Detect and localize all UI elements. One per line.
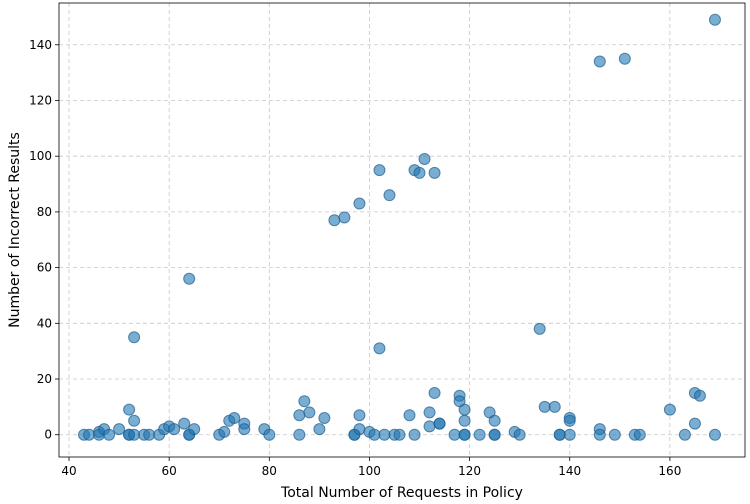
data-point: [548, 400, 561, 413]
data-point: [433, 417, 446, 430]
data-point: [383, 189, 396, 202]
data-point: [423, 420, 436, 433]
data-point: [413, 166, 426, 179]
data-point: [448, 428, 461, 441]
data-point: [538, 400, 551, 413]
x-tick-label: 160: [658, 464, 681, 478]
data-point: [663, 403, 676, 416]
data-point: [563, 414, 576, 427]
data-point: [103, 428, 116, 441]
data-point: [128, 428, 141, 441]
data-point: [553, 428, 566, 441]
data-point: [393, 428, 406, 441]
y-tick-label: 80: [37, 205, 52, 219]
plot-frame: [58, 2, 746, 458]
y-tick-label: 120: [29, 93, 52, 107]
data-points: [78, 13, 721, 441]
data-point: [368, 428, 381, 441]
data-point: [473, 428, 486, 441]
x-tick-label: 40: [61, 464, 76, 478]
data-point: [563, 428, 576, 441]
data-point: [593, 55, 606, 68]
data-point: [708, 13, 721, 26]
x-tick-label: 80: [262, 464, 277, 478]
grid: [59, 3, 745, 457]
data-point: [293, 428, 306, 441]
y-tick-label: 60: [37, 261, 52, 275]
x-axis-label: Total Number of Requests in Policy: [280, 485, 523, 501]
data-point: [418, 152, 431, 165]
data-point: [608, 428, 621, 441]
x-tick-label: 60: [162, 464, 177, 478]
data-point: [593, 428, 606, 441]
data-point: [378, 428, 391, 441]
data-point: [188, 423, 201, 436]
data-point: [298, 395, 311, 408]
y-tick-label: 100: [29, 149, 52, 163]
data-point: [458, 428, 471, 441]
y-tick-label: 40: [37, 316, 52, 330]
data-point: [693, 389, 706, 402]
data-point: [408, 428, 421, 441]
data-point: [488, 428, 501, 441]
data-point: [708, 428, 721, 441]
data-point: [318, 412, 331, 425]
data-point: [458, 403, 471, 416]
data-point: [218, 425, 231, 438]
data-point: [633, 428, 646, 441]
data-point: [183, 272, 196, 285]
data-point: [328, 214, 341, 227]
x-tick-label: 100: [358, 464, 381, 478]
data-point: [403, 409, 416, 422]
data-point: [313, 423, 326, 436]
data-point: [128, 414, 141, 427]
data-point: [128, 331, 141, 344]
data-point: [688, 417, 701, 430]
data-point: [303, 406, 316, 419]
data-point: [353, 197, 366, 210]
data-point: [113, 423, 126, 436]
data-point: [293, 409, 306, 422]
y-tick-label: 0: [44, 428, 52, 442]
data-point: [458, 414, 471, 427]
y-axis-label: Number of Incorrect Results: [7, 132, 23, 328]
axis-ticks: 40 60 80 100 120 140 160 0 20 40 60 80 100 120 140: [29, 38, 681, 478]
data-point: [353, 409, 366, 422]
data-point: [143, 428, 156, 441]
data-point: [423, 406, 436, 419]
data-point: [373, 342, 386, 355]
data-point: [678, 428, 691, 441]
data-point: [178, 417, 191, 430]
data-point: [83, 428, 96, 441]
data-point: [263, 428, 276, 441]
data-point: [513, 428, 526, 441]
x-tick-label: 140: [558, 464, 581, 478]
data-point: [373, 164, 386, 177]
data-point: [338, 211, 351, 224]
data-point: [428, 166, 441, 179]
y-tick-label: 140: [29, 38, 52, 52]
x-tick-label: 120: [458, 464, 481, 478]
data-point: [353, 423, 366, 436]
data-point: [238, 423, 251, 436]
data-point: [618, 52, 631, 65]
data-point: [123, 403, 136, 416]
y-tick-label: 20: [37, 372, 52, 386]
data-point: [168, 423, 181, 436]
data-point: [428, 386, 441, 399]
data-point: [228, 412, 241, 425]
data-point: [533, 322, 546, 335]
data-point: [488, 414, 501, 427]
